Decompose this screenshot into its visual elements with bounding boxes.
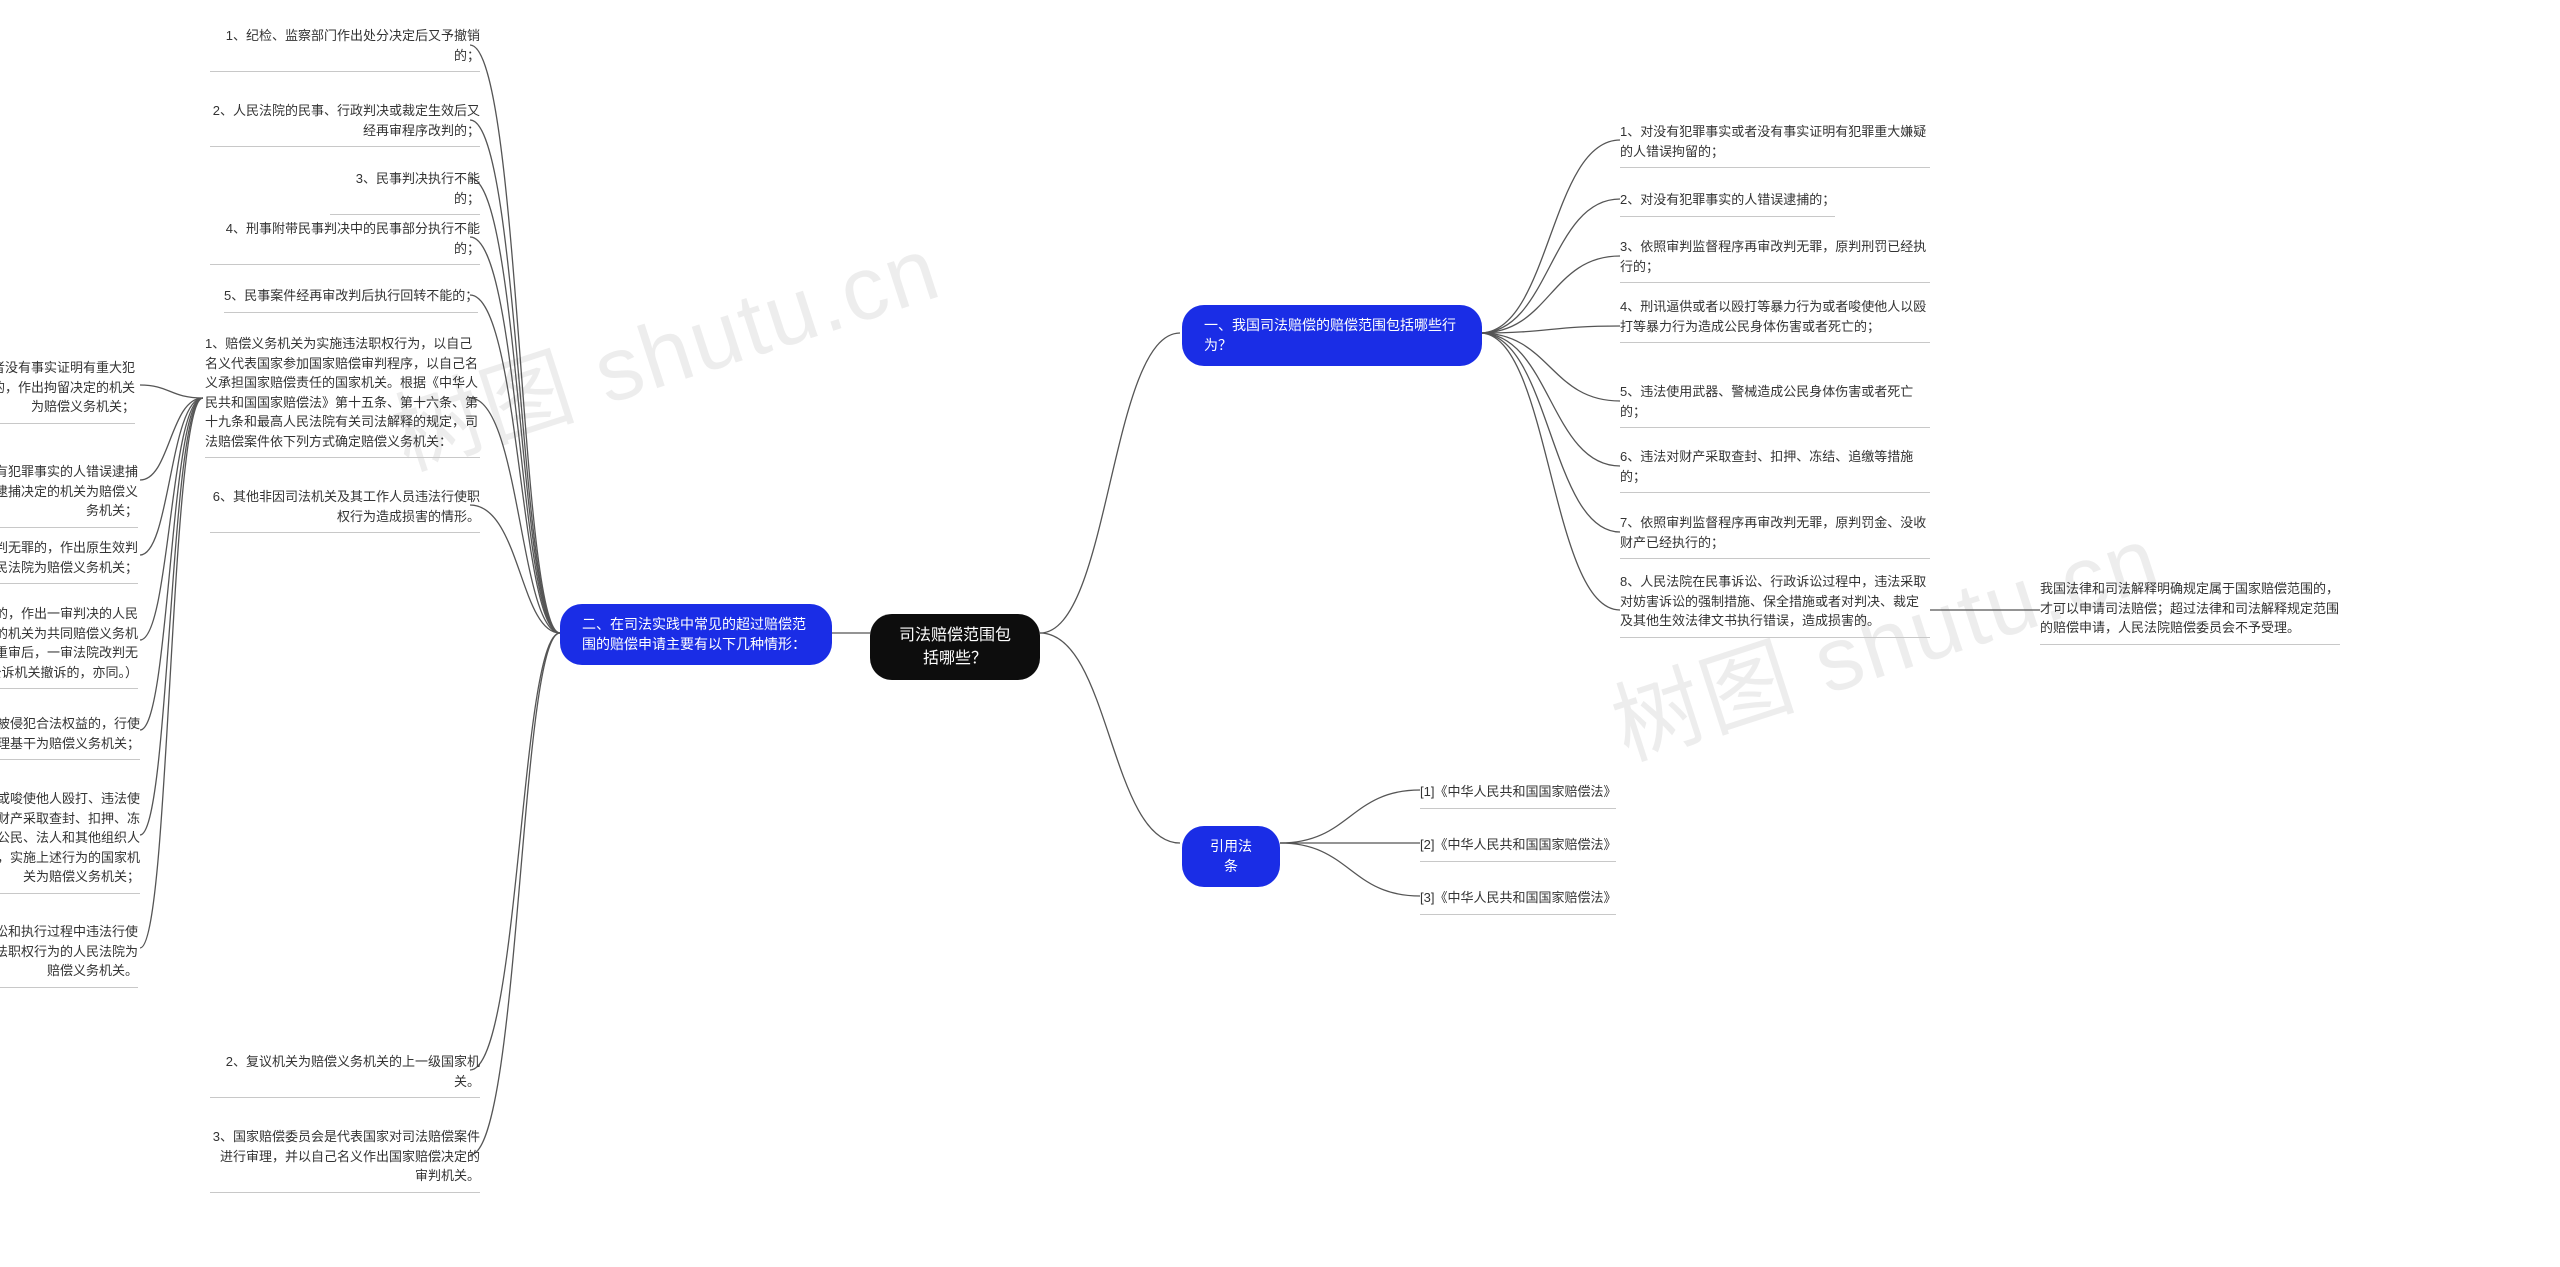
b1-leaf-3: 3、依照审判监督程序再审改判无罪，原判刑罚已经执行的；: [1620, 233, 1930, 283]
b3-sub-5: (5)罪犯在服刑期间被侵犯合法权益的，行使管理职权的监狱管理基干为赔偿义务机关；: [0, 710, 140, 760]
b1-leaf-8-detail: 我国法律和司法解释明确规定属于国家赔偿范围的，才可以申请司法赔偿；超过法律和司法…: [2040, 575, 2340, 645]
b3-leaf-2: 2、人民法院的民事、行政判决或裁定生效后又经再审程序改判的；: [210, 97, 480, 147]
b3-leaf-6: 1、赔偿义务机关为实施违法职权行为，以自己名义代表国家参加国家赔偿审判程序，以自…: [205, 330, 480, 458]
b3-leaf-9: 3、国家赔偿委员会是代表国家对司法赔偿案件进行审理，并以自己名义作出国家赔偿决定…: [210, 1123, 480, 1193]
b1-leaf-5: 5、违法使用武器、警械造成公民身体伤害或者死亡的；: [1620, 378, 1930, 428]
b2-leaf-1: [1]《中华人民共和国国家赔偿法》: [1420, 778, 1616, 809]
b2-leaf-3: [3]《中华人民共和国国家赔偿法》: [1420, 884, 1616, 915]
b3-sub-4: (4)二审改判无罪的，作出一审判决的人民法院和提起公诉的机关为共同赔偿义务机关；…: [0, 600, 138, 689]
b1-leaf-4: 4、刑讯逼供或者以殴打等暴力行为或者唆使他人以殴打等暴力行为造成公民身体伤害或者…: [1620, 293, 1930, 343]
b3-sub-2: (2)对没有犯罪事实的人错误逮捕的，作出逮捕决定的机关为赔偿义务机关；: [0, 458, 138, 528]
b3-leaf-7: 6、其他非因司法机关及其工作人员违法行使职权行为造成损害的情形。: [210, 483, 480, 533]
b1-leaf-8: 8、人民法院在民事诉讼、行政诉讼过程中，违法采取对妨害诉讼的强制措施、保全措施或…: [1620, 568, 1930, 638]
b1-leaf-2: 2、对没有犯罪事实的人错误逮捕的；: [1620, 186, 1835, 217]
b3-sub-3: (3)再审改判无罪的，作出原生效判决的人民法院为赔偿义务机关；: [0, 534, 138, 584]
branch-node-1[interactable]: 一、我国司法赔偿的赔偿范围包括哪些行为？: [1182, 305, 1482, 366]
b3-sub-1: (1)对没有犯罪事实或者没有事实证明有重大犯罪嫌疑的人错误拘留的，作出拘留决定的…: [0, 354, 135, 424]
b2-leaf-2: [2]《中华人民共和国国家赔偿法》: [1420, 831, 1616, 862]
branch-node-3[interactable]: 二、在司法实践中常见的超过赔偿范围的赔偿申请主要有以下几种情形：: [560, 604, 832, 665]
b3-leaf-1: 1、纪检、监察部门作出处分决定后又予撤销的；: [210, 22, 480, 72]
b3-leaf-4: 4、刑事附带民事判决中的民事部分执行不能的；: [210, 215, 480, 265]
b3-sub-7: (7)人民法院在诉讼和执行过程中违法行使职权的，实施违法职权行为的人民法院为赔偿…: [0, 918, 138, 988]
b3-sub-6: (6)因刑讯逼供、殴打或唆使他人殴打、违法使用武器警械、违法对财产采取查封、扣押…: [0, 785, 140, 894]
b1-leaf-7: 7、依照审判监督程序再审改判无罪，原判罚金、没收财产已经执行的；: [1620, 509, 1930, 559]
root-node[interactable]: 司法赔偿范围包括哪些？: [870, 614, 1040, 680]
branch-node-2[interactable]: 引用法条: [1182, 826, 1280, 887]
b3-leaf-3: 3、民事判决执行不能的；: [330, 165, 480, 215]
b1-leaf-1: 1、对没有犯罪事实或者没有事实证明有犯罪重大嫌疑的人错误拘留的；: [1620, 118, 1930, 168]
b3-leaf-5: 5、民事案件经再审改判后执行回转不能的；: [224, 282, 478, 313]
b3-leaf-8: 2、复议机关为赔偿义务机关的上一级国家机关。: [210, 1048, 480, 1098]
b1-leaf-6: 6、违法对财产采取查封、扣押、冻结、追缴等措施的；: [1620, 443, 1930, 493]
